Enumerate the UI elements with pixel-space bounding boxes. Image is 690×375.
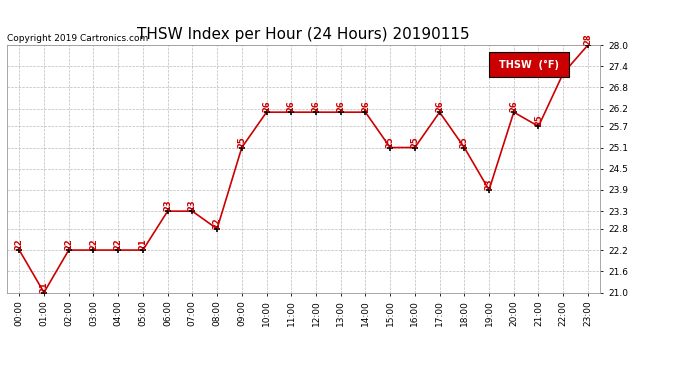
Title: THSW Index per Hour (24 Hours) 20190115: THSW Index per Hour (24 Hours) 20190115 (137, 27, 470, 42)
Text: 22: 22 (64, 238, 73, 250)
Text: THSW  (°F): THSW (°F) (499, 60, 559, 70)
Text: 26: 26 (336, 100, 345, 112)
Text: 23: 23 (188, 200, 197, 211)
Text: 22: 22 (213, 217, 221, 229)
Text: 26: 26 (509, 100, 518, 112)
Text: 21: 21 (39, 281, 48, 292)
Text: 27: 27 (559, 62, 568, 73)
Text: 26: 26 (311, 100, 320, 112)
Text: 25: 25 (534, 115, 543, 126)
Text: 25: 25 (386, 136, 395, 147)
Text: 22: 22 (14, 238, 23, 250)
Text: 23: 23 (163, 200, 172, 211)
Text: 25: 25 (237, 136, 246, 147)
Text: 26: 26 (287, 100, 296, 112)
Text: 26: 26 (435, 100, 444, 112)
Text: 28: 28 (584, 33, 593, 45)
Text: 21: 21 (139, 238, 148, 250)
Text: 25: 25 (460, 136, 469, 147)
Text: 22: 22 (89, 238, 98, 250)
Text: Copyright 2019 Cartronics.com: Copyright 2019 Cartronics.com (7, 33, 148, 42)
Text: 26: 26 (262, 100, 271, 112)
Text: 22: 22 (114, 238, 123, 250)
Text: 25: 25 (411, 136, 420, 147)
Text: 26: 26 (361, 100, 370, 112)
FancyBboxPatch shape (489, 53, 569, 77)
Text: 23: 23 (484, 178, 493, 190)
